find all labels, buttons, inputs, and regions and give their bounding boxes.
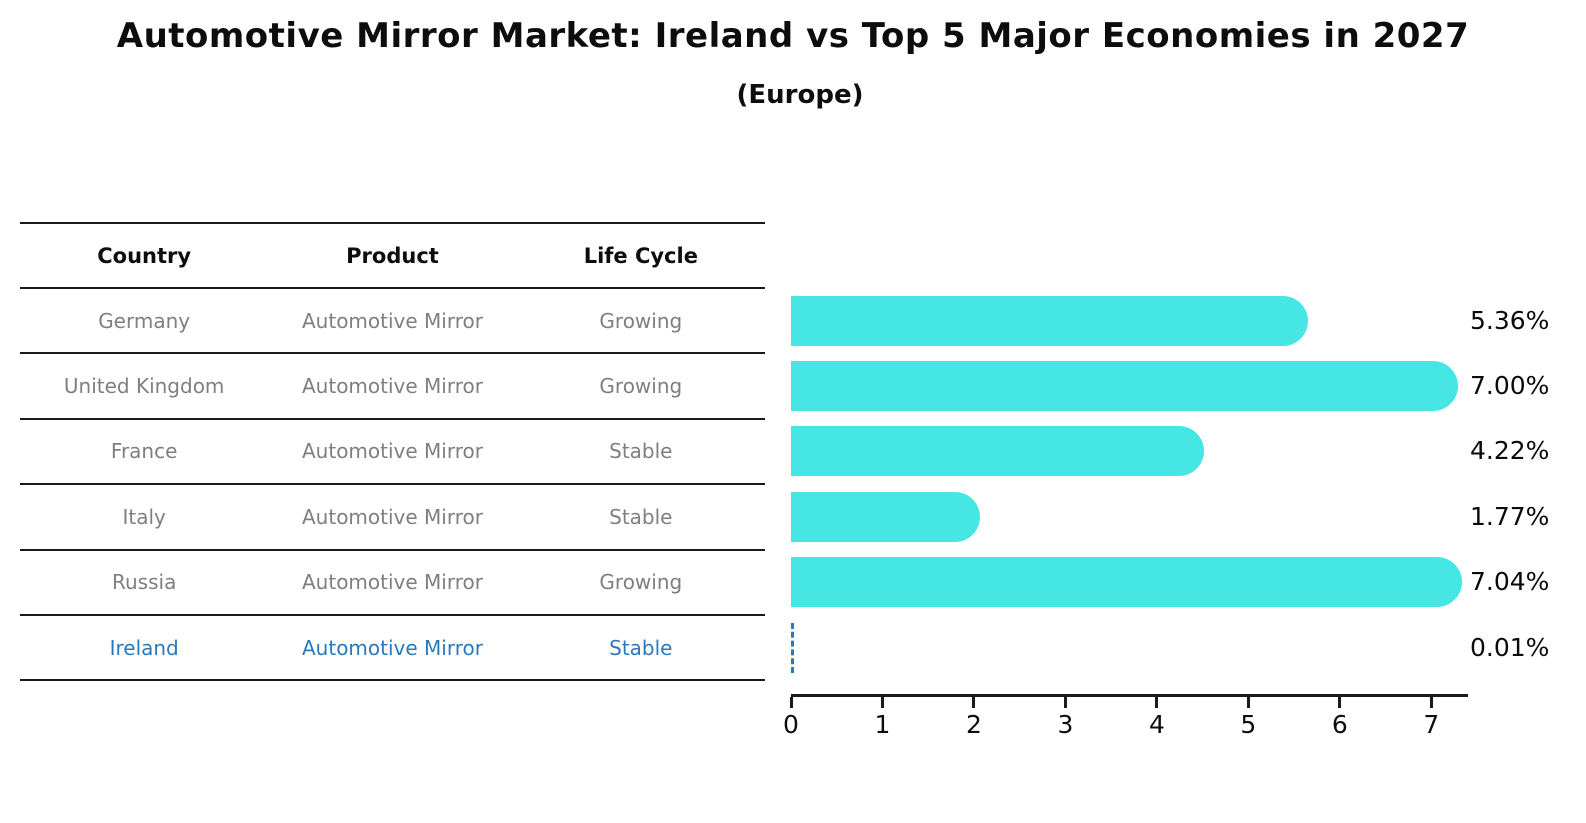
header-life-cycle: Life Cycle [583, 243, 698, 268]
bar-russia [791, 557, 1462, 607]
value-label-italy: 1.77% [1470, 502, 1550, 531]
table-row-united-kingdom: United Kingdom Automotive Mirror Growing [20, 354, 765, 420]
header-country: Country [97, 243, 192, 268]
x-tick-mark [1338, 697, 1342, 708]
x-tick-label: 6 [1331, 710, 1348, 739]
bar-united-kingdom [791, 361, 1459, 411]
life-cycle-cell: Growing [599, 374, 683, 399]
x-axis [791, 694, 1468, 697]
country-cell: France [110, 439, 178, 464]
x-tick-label: 4 [1148, 710, 1165, 739]
bar-france [791, 426, 1205, 476]
value-label-germany: 5.36% [1470, 306, 1550, 335]
bar-ireland [791, 623, 794, 673]
x-tick-label: 5 [1240, 710, 1257, 739]
country-cell: Germany [98, 308, 191, 333]
table-row-ireland: Ireland Automotive Mirror Stable [20, 616, 765, 682]
value-label-united-kingdom: 7.00% [1470, 371, 1550, 400]
bar-chart: 5.36% 7.00% 4.22% 1.77% 7.04% 0.01% 0 1 2 3… [783, 0, 1586, 823]
country-cell: United Kingdom [63, 374, 225, 399]
life-cycle-cell: Growing [599, 308, 683, 333]
life-cycle-cell: Stable [609, 439, 673, 464]
bar-italy [791, 492, 980, 542]
life-cycle-cell: Stable [609, 504, 673, 529]
page-subtitle: (Europe) [736, 80, 864, 110]
value-label-russia: 7.04% [1470, 567, 1550, 596]
x-tick-mark [789, 697, 793, 708]
x-tick-label: 0 [783, 710, 799, 739]
table-row-france: France Automotive Mirror Stable [20, 420, 765, 486]
bar-germany [791, 296, 1309, 346]
product-cell: Automotive Mirror [302, 635, 483, 660]
life-cycle-cell: Growing [599, 570, 683, 595]
product-cell: Automotive Mirror [302, 570, 483, 595]
x-tick-mark [880, 697, 884, 708]
country-cell: Italy [122, 504, 166, 529]
product-cell: Automotive Mirror [302, 439, 483, 464]
x-tick-mark [1246, 697, 1250, 708]
table-row-italy: Italy Automotive Mirror Stable [20, 485, 765, 551]
value-label-ireland: 0.01% [1470, 633, 1550, 662]
header-product: Product [346, 243, 439, 268]
country-cell: Ireland [109, 635, 179, 660]
x-tick-mark [1063, 697, 1067, 708]
value-label-france: 4.22% [1470, 436, 1550, 465]
life-cycle-cell: Stable [609, 635, 673, 660]
product-cell: Automotive Mirror [302, 504, 483, 529]
table-row-russia: Russia Automotive Mirror Growing [20, 551, 765, 616]
x-tick-label: 2 [965, 710, 982, 739]
product-cell: Automotive Mirror [302, 374, 483, 399]
x-tick-mark [1429, 697, 1433, 708]
x-tick-mark [972, 697, 976, 708]
x-tick-label: 3 [1057, 710, 1074, 739]
product-cell: Automotive Mirror [302, 308, 483, 333]
x-tick-label: 7 [1423, 710, 1440, 739]
page-title: Automotive Mirror Market: Ireland vs Top… [116, 16, 1470, 56]
x-tick-label: 1 [874, 710, 891, 739]
table-header-row: Country Product Life Cycle [20, 224, 765, 289]
country-cell: Russia [112, 570, 177, 595]
country-table: Country Product Life Cycle Germany Autom… [20, 222, 765, 682]
x-tick-mark [1155, 697, 1159, 708]
table-row-germany: Germany Automotive Mirror Growing [20, 289, 765, 355]
